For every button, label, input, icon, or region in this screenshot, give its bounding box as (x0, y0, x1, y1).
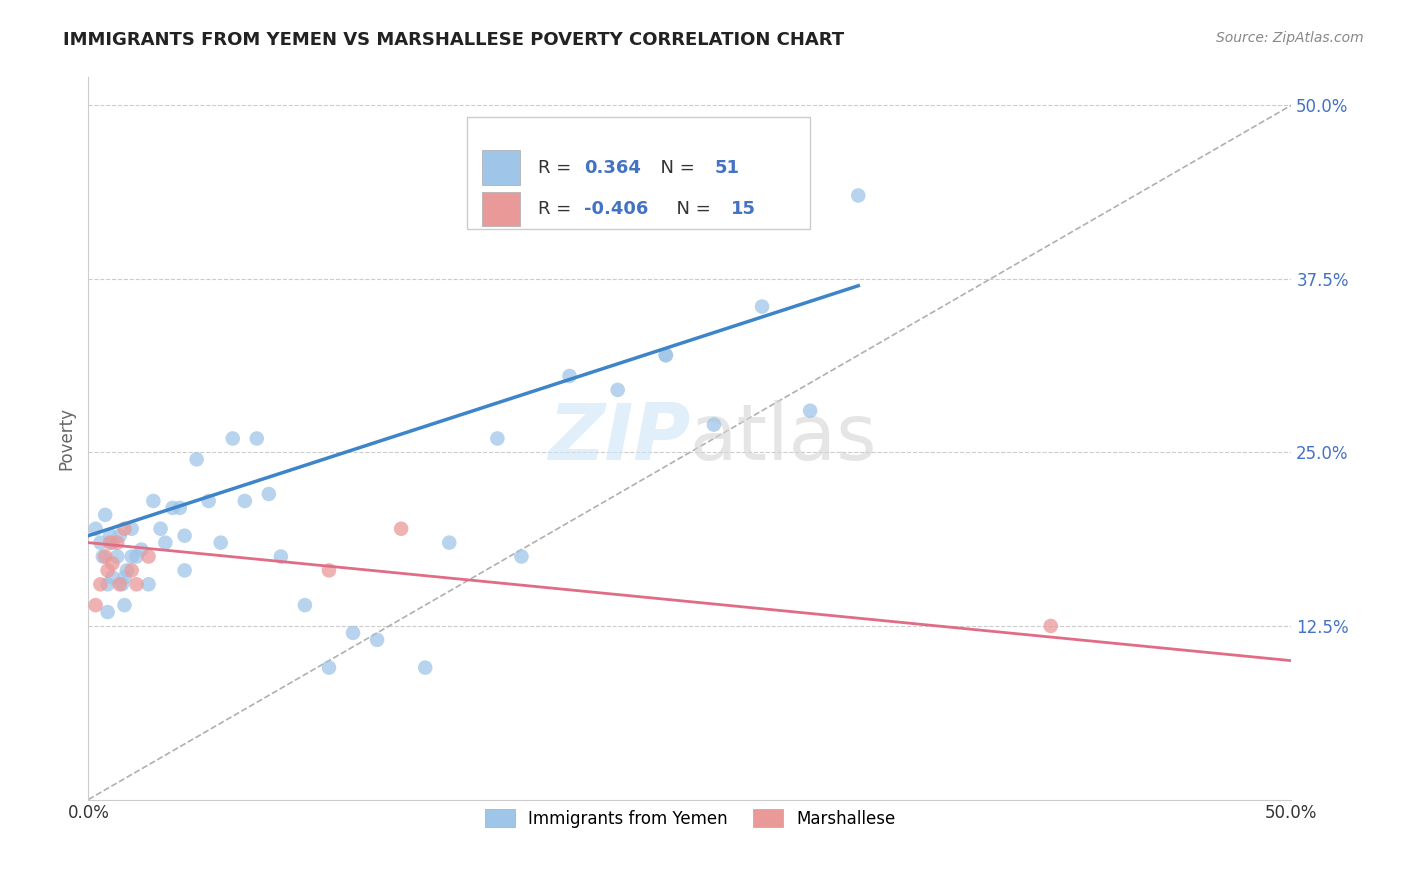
Text: Source: ZipAtlas.com: Source: ZipAtlas.com (1216, 31, 1364, 45)
Point (131, 542, 153, 557)
Point (142, 494, 165, 508)
Bar (482, 150, 520, 185)
Point (125, 549, 148, 564)
Text: 15: 15 (731, 200, 756, 218)
Text: -0.406: -0.406 (583, 200, 648, 218)
Text: N =: N = (650, 159, 700, 177)
Point (89, 535, 111, 549)
Point (94, 549, 117, 564)
Text: N =: N = (665, 200, 716, 218)
Point (846, 188, 869, 202)
Point (413, 660, 436, 674)
Point (606, 383, 628, 397)
Point (101, 535, 124, 549)
Point (114, 598, 136, 612)
Point (97, 563, 120, 577)
Point (486, 432, 509, 446)
Point (209, 535, 232, 549)
Point (114, 522, 136, 536)
Point (342, 626, 364, 640)
Text: ZIP: ZIP (547, 401, 690, 476)
Point (155, 535, 177, 549)
Point (162, 500, 184, 515)
Point (655, 348, 678, 362)
Text: IMMIGRANTS FROM YEMEN VS MARSHALLESE POVERTY CORRELATION CHART: IMMIGRANTS FROM YEMEN VS MARSHALLESE POV… (63, 31, 845, 49)
Point (98, 529, 121, 543)
Point (138, 549, 160, 564)
Point (97, 605, 120, 619)
Point (97, 577, 120, 591)
Point (366, 632, 388, 647)
Point (751, 300, 773, 314)
Point (186, 452, 208, 467)
Text: 0.364: 0.364 (583, 159, 641, 177)
Point (439, 535, 461, 549)
Point (121, 549, 143, 564)
Point (108, 577, 131, 591)
Point (510, 549, 533, 564)
Point (318, 660, 340, 674)
Point (799, 403, 821, 417)
Legend: Immigrants from Yemen, Marshallese: Immigrants from Yemen, Marshallese (478, 803, 901, 835)
Point (105, 535, 128, 549)
Point (101, 570, 124, 584)
Point (703, 417, 725, 432)
Point (84, 522, 107, 536)
Point (121, 522, 143, 536)
Point (121, 563, 143, 577)
Point (115, 563, 138, 577)
Point (169, 500, 191, 515)
Point (655, 348, 678, 362)
Point (233, 494, 256, 508)
Text: R =: R = (538, 200, 578, 218)
Point (173, 563, 195, 577)
Bar (482, 192, 520, 227)
Point (257, 487, 280, 501)
Point (270, 549, 292, 564)
Point (98, 535, 121, 549)
Point (84, 598, 107, 612)
Point (125, 577, 148, 591)
Point (138, 577, 160, 591)
Point (89, 577, 111, 591)
Point (94, 508, 117, 522)
Point (111, 577, 134, 591)
Point (246, 432, 269, 446)
Point (108, 529, 131, 543)
Point (91, 549, 114, 564)
Point (114, 570, 136, 584)
Text: R =: R = (538, 159, 578, 177)
Point (389, 522, 412, 536)
Text: 51: 51 (716, 159, 740, 177)
FancyBboxPatch shape (467, 117, 810, 229)
Point (558, 369, 581, 384)
Point (222, 432, 245, 446)
Point (318, 563, 340, 577)
Point (149, 522, 172, 536)
Point (101, 557, 124, 571)
Point (105, 549, 128, 564)
Text: atlas: atlas (690, 401, 877, 476)
Point (294, 598, 316, 612)
Point (197, 494, 219, 508)
Point (173, 529, 195, 543)
Y-axis label: Poverty: Poverty (58, 407, 75, 470)
Point (1039, 619, 1062, 633)
